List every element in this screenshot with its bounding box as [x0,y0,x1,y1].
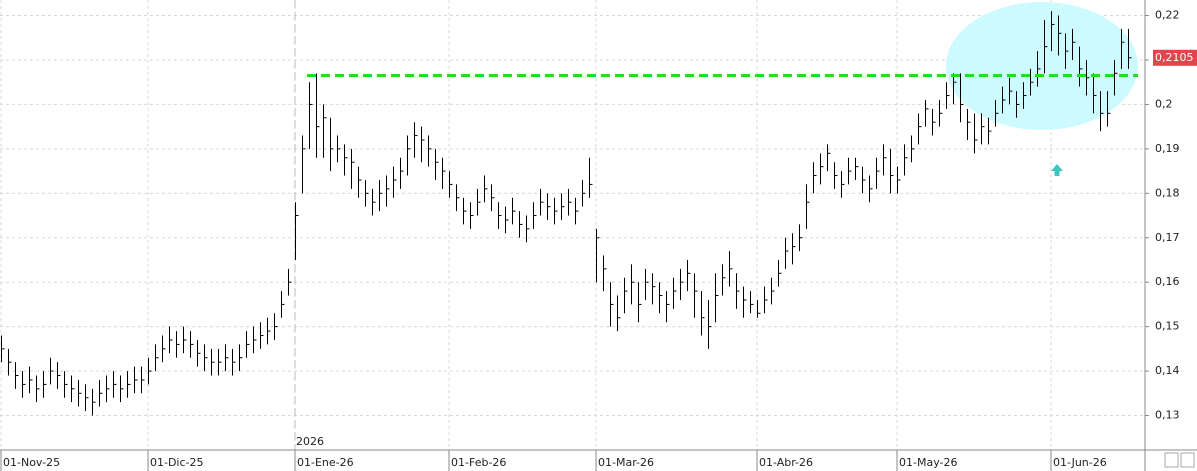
x-tick-label: 01-Dic-25 [150,456,204,469]
axes-layer: 0,130,140,150,160,170,180,190,20,210,220… [0,9,1197,471]
x-tick-label: 01-Jun-26 [1053,456,1107,469]
x-tick-label: 01-Abr-26 [759,456,813,469]
arrow-up [1051,164,1063,176]
y-tick-label: 0,14 [1155,364,1180,377]
scroll-button[interactable] [1180,452,1195,468]
year-label: 2026 [296,435,324,448]
y-tick-label: 0,13 [1155,409,1180,422]
y-tick-label: 0,2 [1155,97,1173,110]
last-price-box [1153,49,1197,66]
x-tick-label: 01-Nov-25 [3,456,60,469]
x-tick-label: 01-Mar-26 [598,456,654,469]
y-tick-label: 0,16 [1155,275,1180,288]
y-tick-label: 0,22 [1155,9,1180,22]
y-tick-label: 0,17 [1155,231,1180,244]
x-tick-label: 01-Ene-26 [297,456,354,469]
x-tick-label: 01-May-26 [899,456,957,469]
x-tick-label: 01-Feb-26 [451,456,506,469]
y-tick-label: 0,19 [1155,142,1180,155]
zoom-button[interactable] [1164,452,1179,468]
bars-layer [1,11,1138,416]
highlight-ellipse [946,2,1138,130]
last-price-label: 0,2105 [1155,51,1194,64]
y-tick-label: 0,15 [1155,320,1180,333]
y-tick-label: 0,18 [1155,186,1180,199]
